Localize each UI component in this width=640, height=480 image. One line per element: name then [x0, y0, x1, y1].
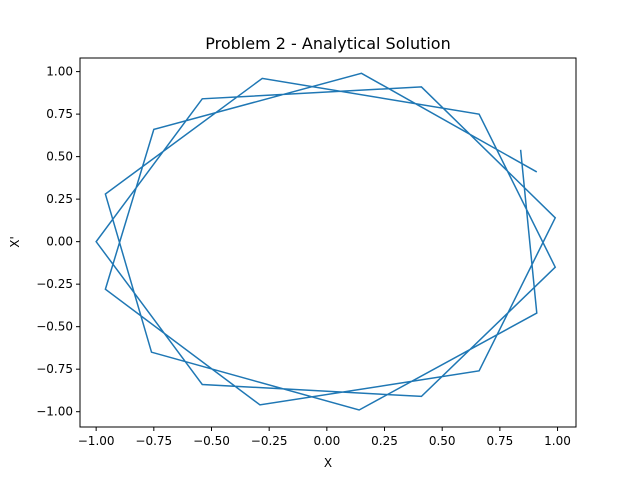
x-axis-label: X [324, 456, 332, 470]
x-tick-label: −0.75 [135, 434, 172, 448]
y-tick-label: 0.75 [46, 107, 73, 121]
plot-area [79, 57, 577, 428]
x-tick-label: 0.75 [487, 434, 514, 448]
y-axis-label: X' [8, 236, 22, 248]
axes-frame [79, 57, 577, 428]
x-tick-label: 0.25 [371, 434, 398, 448]
x-tick-label: 1.00 [544, 434, 571, 448]
y-tick-label: 1.00 [46, 65, 73, 79]
x-tick-label: 0.00 [313, 434, 340, 448]
y-tick-label: −0.75 [36, 362, 73, 376]
y-tick-label: −1.00 [36, 405, 73, 419]
x-axis: −1.00 −0.75 −0.50 −0.25 0.00 0.25 0.50 0.75 1.00 [78, 427, 571, 448]
y-axis: −1.00 −0.75 −0.50 −0.25 0.00 0.25 0.50 0.75 1.00 [36, 65, 80, 419]
x-tick-label: −1.00 [78, 434, 115, 448]
y-tick-label: −0.25 [36, 277, 73, 291]
y-tick-label: 0.50 [46, 150, 73, 164]
x-tick-label: −0.50 [193, 434, 230, 448]
series-line-0 [95, 72, 557, 411]
x-tick-label: 0.50 [429, 434, 456, 448]
y-tick-label: 0.25 [46, 192, 73, 206]
chart-title: Problem 2 - Analytical Solution [205, 34, 450, 53]
y-tick-label: −0.50 [36, 320, 73, 334]
x-tick-label: −0.25 [251, 434, 288, 448]
y-tick-label: 0.00 [46, 235, 73, 249]
series-layer [95, 72, 557, 411]
